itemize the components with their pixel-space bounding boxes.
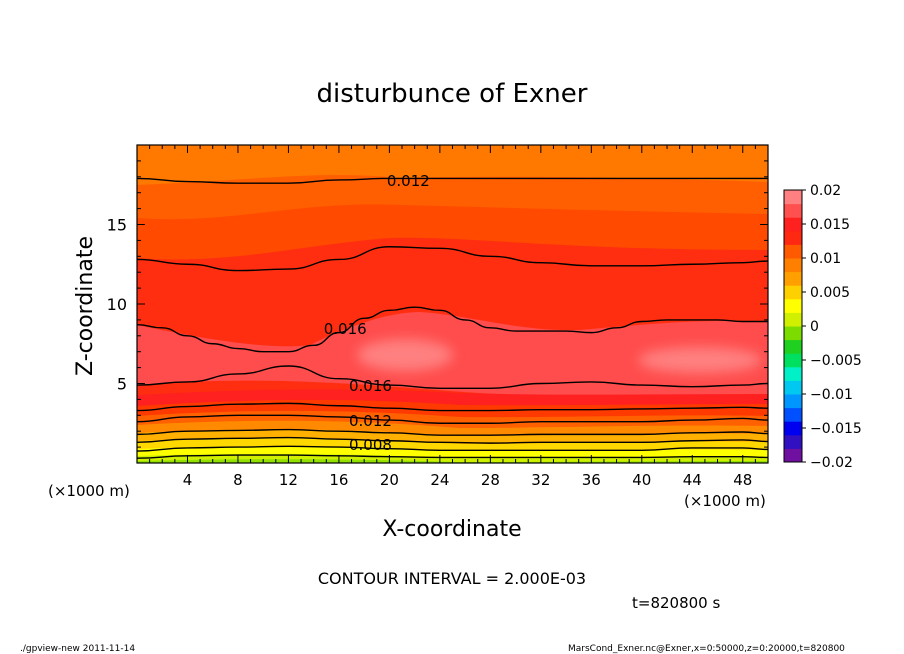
colorbar-segment — [784, 394, 802, 409]
colorbar-segment — [784, 285, 802, 300]
colorbar-tick-label: −0.005 — [810, 353, 862, 369]
x-tick-label: 4 — [183, 471, 193, 489]
colorbar-segment — [784, 230, 802, 245]
colorbar-tick-label: 0.015 — [810, 217, 850, 233]
contour-line — [137, 428, 768, 436]
y-tick-label: 10 — [107, 295, 127, 314]
colorbar-segment — [784, 203, 802, 218]
footer-left: ./gpview-new 2011-11-14 — [20, 644, 135, 654]
colorbar-tick-label: 0.005 — [810, 285, 850, 301]
colorbar-segment — [784, 217, 802, 232]
contour-line — [137, 445, 768, 452]
contour-line — [137, 402, 768, 412]
colorbar-tick-label: 0.01 — [810, 251, 841, 267]
colorbar-segment — [784, 312, 802, 327]
colorbar-tick-label: −0.015 — [810, 421, 862, 437]
contour-interval-label: CONTOUR INTERVAL = 2.000E-03 — [318, 569, 586, 588]
x-tick-label: 12 — [279, 471, 298, 489]
y-tick-label: 15 — [107, 216, 127, 235]
contour-label: 0.012 — [387, 172, 430, 190]
contour-label: 0.016 — [349, 377, 392, 395]
x-unit-right: (×1000 m) — [684, 492, 766, 510]
x-tick-label: 24 — [430, 471, 449, 489]
plot-area — [137, 145, 768, 463]
x-tick-label: 32 — [531, 471, 550, 489]
x-unit-left: (×1000 m) — [48, 482, 130, 500]
colorbar-segment — [784, 244, 802, 259]
colorbar-segment — [784, 448, 802, 463]
x-tick-label: 36 — [582, 471, 601, 489]
contour-lines — [137, 177, 768, 459]
colorbar-segment — [784, 258, 802, 273]
contour-label: 0.008 — [349, 436, 392, 454]
contour-line — [137, 306, 768, 353]
footer-right: MarsCond_Exner.nc@Exner,x=0:50000,z=0:20… — [568, 644, 845, 654]
colorbar-segment — [784, 326, 802, 341]
colorbar: 0.02 0.015 0.01 0.005 0 −0.005 −0.01 −0.015 −0.0… — [783, 183, 862, 471]
x-tick-label: 44 — [683, 471, 702, 489]
y-tick-label: 5 — [117, 375, 127, 394]
x-tick-label: 20 — [380, 471, 399, 489]
x-tick-label: 28 — [481, 471, 500, 489]
colorbar-segment — [784, 190, 802, 205]
colorbar-tick-label: −0.02 — [810, 455, 853, 471]
contour-labels: 0.012 0.016 0.016 0.012 0.008 — [324, 172, 430, 454]
contour-line — [137, 177, 768, 184]
contour-line — [137, 454, 768, 459]
x-tick-label: 16 — [329, 471, 348, 489]
colorbar-tick-label: 0.02 — [810, 183, 841, 199]
contour-label: 0.012 — [349, 412, 392, 430]
contour-line — [137, 414, 768, 424]
contour-line — [137, 246, 768, 272]
x-tick-label: 48 — [733, 471, 752, 489]
colorbar-tick-label: 0 — [810, 319, 819, 335]
x-tick-label: 8 — [233, 471, 243, 489]
time-label: t=820800 s — [632, 594, 720, 612]
y-axis-label: Z-coordinate — [73, 236, 98, 376]
colorbar-segment — [784, 421, 802, 436]
colorbar-segment — [784, 366, 802, 381]
colorbar-segment — [784, 271, 802, 286]
contour-label: 0.016 — [324, 320, 367, 338]
colorbar-segment — [784, 407, 802, 422]
colorbar-segment — [784, 298, 802, 313]
contour-line — [137, 365, 768, 389]
colorbar-segment — [784, 353, 802, 368]
colorbar-tick-label: −0.01 — [810, 387, 853, 403]
y-axis: 5 10 15 — [107, 160, 768, 448]
x-axis: 4 8 12 16 20 24 28 32 36 40 44 48 — [149, 145, 756, 489]
colorbar-segment — [784, 339, 802, 354]
colorbar-segment — [784, 380, 802, 395]
chart-title: disturbunce of Exner — [317, 79, 588, 109]
x-axis-label: X-coordinate — [382, 517, 521, 542]
x-tick-label: 40 — [632, 471, 651, 489]
colorbar-segment — [784, 434, 802, 449]
contour-line — [137, 436, 768, 444]
